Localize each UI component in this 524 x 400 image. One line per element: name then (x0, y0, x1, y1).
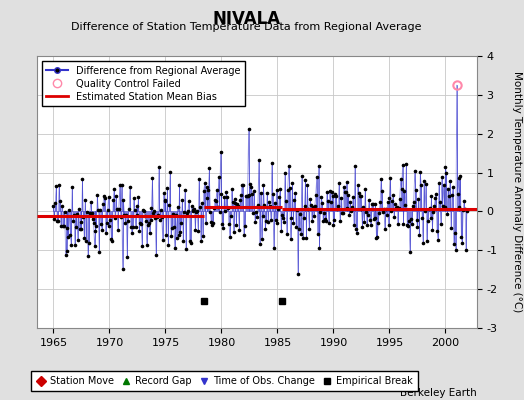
Text: Difference of Station Temperature Data from Regional Average: Difference of Station Temperature Data f… (71, 22, 421, 32)
Legend: Difference from Regional Average, Quality Control Failed, Estimated Station Mean: Difference from Regional Average, Qualit… (41, 61, 245, 106)
Y-axis label: Monthly Temperature Anomaly Difference (°C): Monthly Temperature Anomaly Difference (… (511, 71, 521, 313)
Text: Berkeley Earth: Berkeley Earth (400, 388, 477, 398)
Legend: Station Move, Record Gap, Time of Obs. Change, Empirical Break: Station Move, Record Gap, Time of Obs. C… (31, 372, 418, 391)
Text: NIVALA: NIVALA (212, 10, 280, 28)
